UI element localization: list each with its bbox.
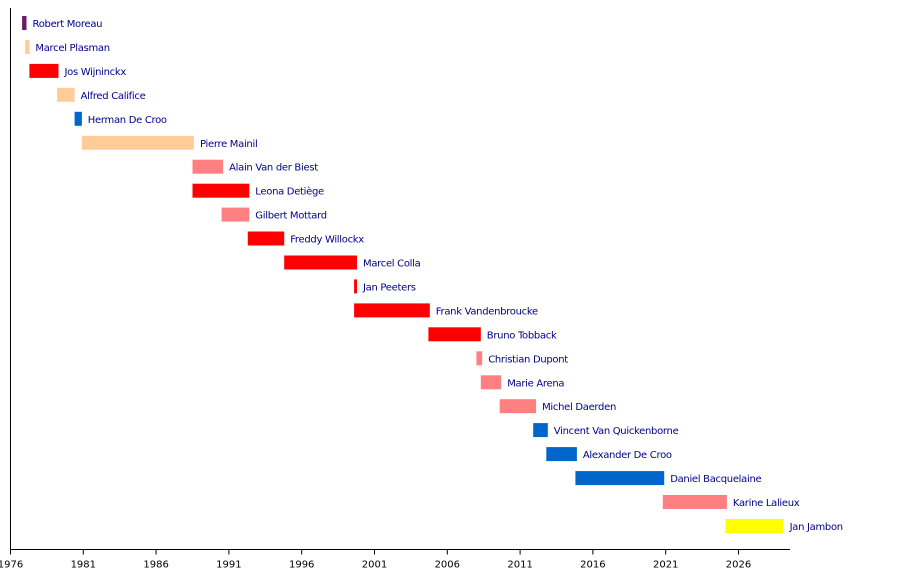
timeline-row: Vincent Van Quickenborne	[533, 423, 679, 438]
timeline-bar	[546, 447, 577, 462]
timeline-bar-label: Frank Vandenbroucke	[436, 306, 538, 317]
x-tick-label: 2026	[726, 560, 751, 571]
timeline-bar	[247, 231, 285, 246]
timeline-bar-label: Vincent Van Quickenborne	[554, 426, 679, 437]
timeline-row: Marcel Colla	[284, 255, 421, 270]
timeline-row: Frank Vandenbroucke	[354, 303, 538, 318]
x-tick-label: 1991	[216, 560, 241, 571]
x-tick-label: 1981	[71, 560, 96, 571]
timeline-row: Bruno Tobback	[428, 327, 557, 342]
timeline-bar	[499, 399, 537, 414]
timeline-bar-label: Jos Wijninckx	[64, 67, 127, 78]
timeline-bar	[662, 495, 727, 509]
timeline-bar	[81, 135, 194, 150]
timeline-bar	[476, 351, 483, 366]
timeline-bar	[725, 519, 784, 533]
timeline-bar	[354, 303, 430, 318]
x-ticks-layer: 1976 1981 1986 1991 1996 2001 2006 2011 2016 2021…	[0, 549, 751, 571]
timeline-bar-label: Jan Peeters	[362, 282, 416, 293]
timeline-row: Jos Wijninckx	[29, 63, 127, 78]
timeline-bar-label: Alfred Califice	[81, 91, 146, 102]
timeline-bar	[354, 279, 357, 294]
x-tick-label: 2021	[653, 560, 678, 571]
timeline-row: Leona Detiège	[192, 183, 324, 198]
timeline-bar-label: Daniel Bacquelaine	[670, 474, 761, 485]
timeline-bar	[192, 159, 224, 174]
timeline-row: Gilbert Mottard	[221, 207, 327, 222]
timeline-bar-label: Pierre Mainil	[200, 139, 257, 150]
x-tick-label: 1996	[289, 560, 314, 571]
timeline-row: Michel Daerden	[499, 399, 616, 414]
timeline-row: Alexander De Croo	[546, 447, 672, 462]
x-tick-label: 2011	[507, 560, 532, 571]
timeline-bar	[192, 183, 250, 198]
timeline-bar	[29, 63, 59, 78]
timeline-bar-label: Jan Jambon	[789, 522, 843, 533]
timeline-row: Karine Lalieux	[662, 495, 800, 509]
timeline-row: Christian Dupont	[476, 351, 569, 366]
bars-layer: Robert Moreau Marcel Plasman Jos Wijninckx…	[22, 16, 843, 533]
timeline-bar-label: Bruno Tobback	[487, 330, 557, 341]
timeline-row: Robert Moreau	[22, 16, 102, 30]
timeline-bar-label: Herman De Croo	[88, 115, 167, 126]
x-tick-label: 2001	[362, 560, 387, 571]
timeline-bar	[74, 111, 82, 126]
timeline-row: Marie Arena	[480, 375, 565, 390]
timeline-bar-label: Marie Arena	[507, 378, 564, 389]
timeline-row: Herman De Croo	[74, 111, 167, 126]
timeline-bar	[25, 40, 30, 54]
timeline-bar-label: Leona Detiège	[255, 186, 324, 198]
timeline-bar-label: Michel Daerden	[542, 402, 616, 413]
timeline-row: Marcel Plasman	[25, 40, 110, 54]
timeline-bar-label: Alexander De Croo	[583, 450, 672, 461]
timeline-bar	[428, 327, 481, 342]
timeline-row: Alfred Califice	[57, 87, 146, 102]
timeline-bar-label: Gilbert Mottard	[255, 211, 327, 222]
timeline-bar	[22, 16, 27, 30]
timeline-bar-label: Freddy Willockx	[290, 235, 364, 246]
timeline-row: Alain Van der Biest	[192, 159, 319, 174]
timeline-bar-label: Alain Van der Biest	[229, 163, 318, 174]
timeline-bar-label: Christian Dupont	[488, 354, 568, 365]
timeline-bar	[480, 375, 502, 390]
timeline-row: Daniel Bacquelaine	[575, 471, 762, 486]
timeline-bar-label: Robert Moreau	[33, 19, 103, 30]
x-tick-label: 1976	[0, 560, 23, 571]
timeline-bar	[533, 423, 548, 438]
x-tick-label: 2006	[435, 560, 460, 571]
timeline-row: Freddy Willockx	[247, 231, 365, 246]
timeline-bar	[221, 207, 250, 222]
timeline-bar	[284, 255, 357, 270]
timeline-bar	[575, 471, 665, 486]
x-tick-label: 1986	[143, 560, 168, 571]
timeline-row: Jan Jambon	[725, 519, 843, 533]
timeline-bar-label: Marcel Plasman	[35, 43, 109, 54]
timeline-row: Pierre Mainil	[81, 135, 258, 150]
timeline-bar-label: Marcel Colla	[363, 259, 421, 270]
timeline-bar-label: Karine Lalieux	[733, 498, 800, 509]
timeline-row: Jan Peeters	[354, 279, 416, 294]
x-tick-label: 2016	[580, 560, 605, 571]
timeline-bar	[57, 87, 75, 102]
